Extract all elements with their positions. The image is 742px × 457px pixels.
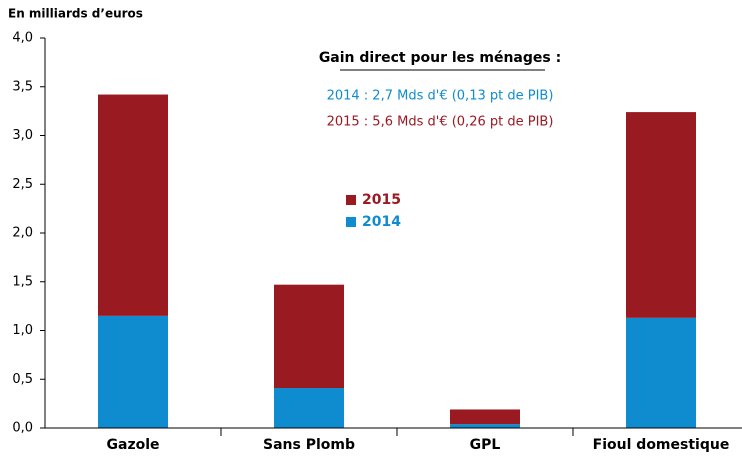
y-tick-label: 4,0 [12, 31, 33, 46]
annotation-title: Gain direct pour les ménages : [319, 50, 561, 66]
bar-segment [274, 284, 344, 389]
x-tick-label: Gazole [107, 437, 160, 453]
bar-segment [98, 315, 168, 428]
y-tick-label: 0,0 [12, 421, 33, 436]
y-tick-label: 0,5 [12, 372, 33, 387]
y-axis-label: En milliards d’euros [8, 7, 143, 21]
legend-label: 2015 [362, 192, 401, 208]
bar-segment [98, 94, 168, 316]
y-tick-label: 1,0 [12, 323, 33, 338]
annotation-2015: 2015 : 5,6 Mds d'€ (0,26 pt de PIB) [327, 115, 554, 130]
x-tick-label: GPL [470, 437, 501, 453]
annotation-2014: 2014 : 2,7 Mds d'€ (0,13 pt de PIB) [327, 89, 554, 104]
bar-segment [450, 409, 520, 425]
y-tick-label: 1,5 [12, 274, 33, 289]
legend-swatch [346, 195, 356, 205]
bar-segment [626, 112, 696, 318]
bar-segment [274, 388, 344, 428]
legend-label: 2014 [362, 214, 401, 230]
bar-segment [450, 424, 520, 428]
y-tick-label: 3,0 [12, 128, 33, 143]
x-tick-label: Fioul domestique [593, 437, 730, 453]
legend-swatch [346, 217, 356, 227]
bar-segment [626, 317, 696, 428]
y-tick-label: 3,5 [12, 79, 33, 94]
y-tick-label: 2,0 [12, 226, 33, 241]
x-tick-label: Sans Plomb [263, 437, 355, 453]
y-tick-label: 2,5 [12, 177, 33, 192]
